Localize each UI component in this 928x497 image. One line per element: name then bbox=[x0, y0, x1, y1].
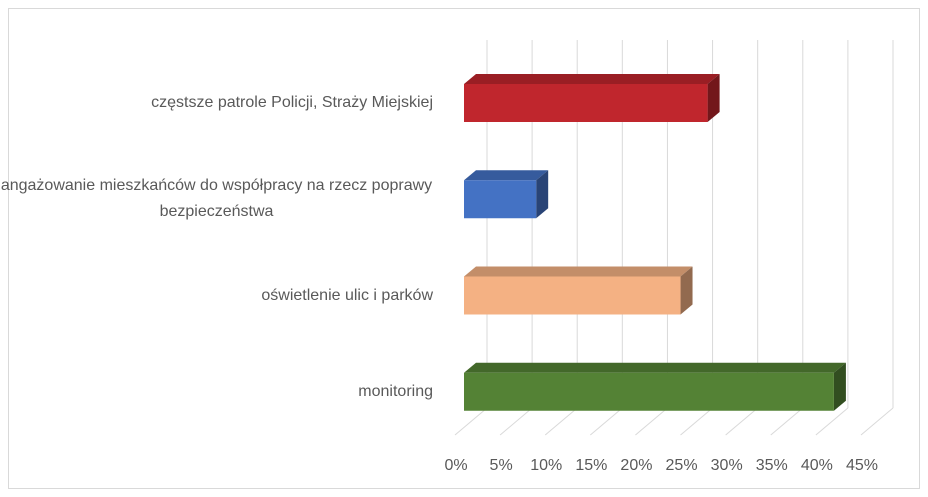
bar bbox=[464, 84, 708, 122]
y-tick-label: angażowanie mieszkańców do współpracy na… bbox=[0, 177, 433, 221]
x-tick-label: 25% bbox=[666, 457, 698, 474]
floor-line bbox=[590, 407, 623, 436]
y-tick-label: oświetlenie ulic i parków bbox=[261, 286, 433, 304]
y-tick-label: monitoring bbox=[358, 382, 433, 400]
x-tick-label: 0% bbox=[444, 457, 467, 474]
bar-side bbox=[680, 266, 693, 315]
x-tick-label: 45% bbox=[846, 457, 878, 474]
x-tick-label: 10% bbox=[530, 457, 562, 474]
x-tick-label: 20% bbox=[620, 457, 652, 474]
category-label-box: angażowanie mieszkańców do współpracy na… bbox=[0, 169, 433, 229]
bar-top bbox=[464, 74, 720, 84]
x-tick-label: 15% bbox=[575, 457, 607, 474]
floor-line bbox=[770, 407, 804, 436]
bar bbox=[464, 180, 537, 219]
x-tick-label: 30% bbox=[711, 457, 743, 474]
bar-top bbox=[464, 266, 693, 277]
bar bbox=[464, 276, 681, 315]
bar-top bbox=[464, 170, 549, 181]
floor-line bbox=[725, 407, 758, 436]
category-label-box: monitoring bbox=[0, 362, 433, 422]
bar-side bbox=[833, 362, 846, 411]
x-tick-label: 40% bbox=[801, 457, 833, 474]
floor-line bbox=[454, 407, 488, 436]
floor-line bbox=[544, 407, 578, 436]
bar-side bbox=[536, 170, 549, 219]
x-tick-label: 35% bbox=[756, 457, 788, 474]
floor-line bbox=[815, 407, 849, 436]
floor-line bbox=[499, 407, 533, 436]
bar-top bbox=[464, 362, 846, 373]
bar-side bbox=[707, 74, 720, 122]
category-label-box: częstsze patrole Policji, Straży Miejski… bbox=[0, 73, 433, 133]
chart-border bbox=[8, 8, 920, 489]
floor-line bbox=[860, 407, 894, 436]
x-tick-label: 5% bbox=[490, 457, 513, 474]
floor-line bbox=[680, 407, 713, 436]
y-tick-label: częstsze patrole Policji, Straży Miejski… bbox=[151, 94, 433, 111]
bar bbox=[464, 372, 834, 411]
category-label-box: oświetlenie ulic i parków bbox=[0, 266, 433, 326]
floor-line bbox=[635, 407, 668, 436]
